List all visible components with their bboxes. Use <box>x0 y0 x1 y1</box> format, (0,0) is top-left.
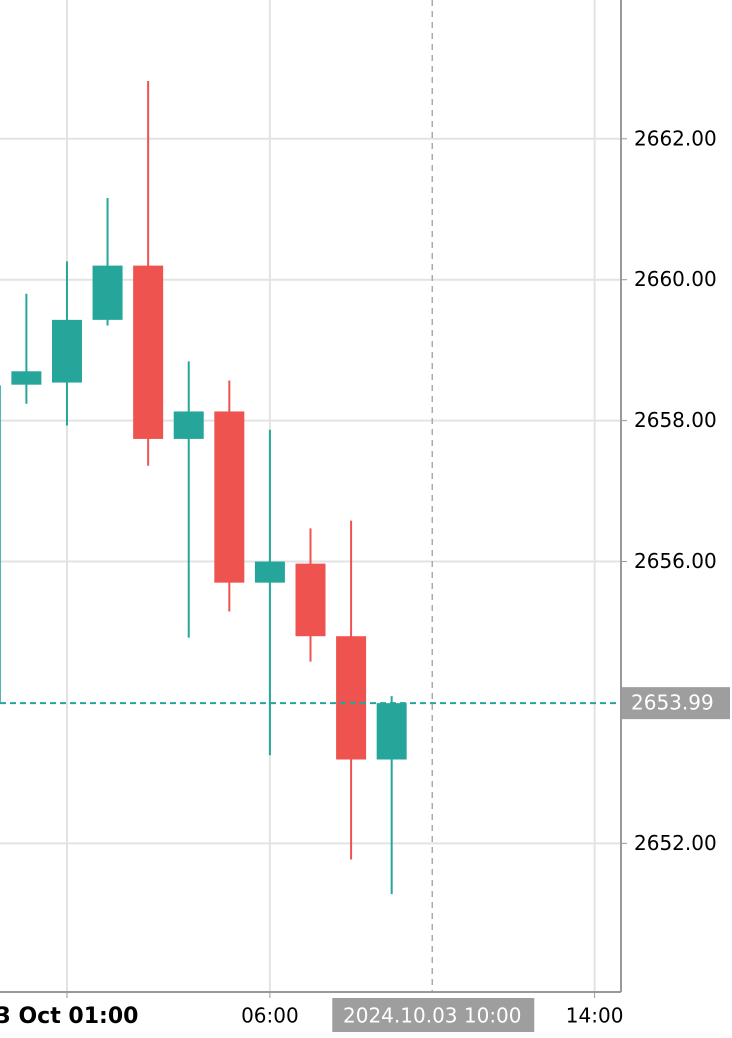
y-tick-label: 2660.00 <box>634 267 717 291</box>
candle-body <box>214 411 245 583</box>
crosshair-label: 2024.10.03 10:00 <box>343 1004 522 1028</box>
y-tick-label: 2658.00 <box>634 408 717 432</box>
candle-body <box>336 636 367 760</box>
candle-body <box>51 319 82 383</box>
candle-body <box>295 563 326 637</box>
candles <box>0 81 407 895</box>
candle-body <box>254 561 285 583</box>
x-tick-label: 3 Oct 01:00 <box>0 1004 138 1029</box>
candle-body <box>92 265 123 320</box>
x-tick-label: 14:00 <box>566 1004 624 1028</box>
candle-body <box>11 371 42 385</box>
y-tick-label: 2656.00 <box>634 549 717 573</box>
crosshair-box <box>332 998 535 1032</box>
candle-body <box>0 385 1 703</box>
x-tick-label: 06:00 <box>241 1004 299 1028</box>
candle-body <box>376 703 407 760</box>
last-price-label: 2653.99 <box>631 691 714 715</box>
last-price-box <box>621 687 730 720</box>
y-tick-label: 2662.00 <box>634 126 717 150</box>
y-tick-label: 2652.00 <box>634 831 717 855</box>
candle-body <box>173 411 204 439</box>
candle-body <box>133 265 164 439</box>
